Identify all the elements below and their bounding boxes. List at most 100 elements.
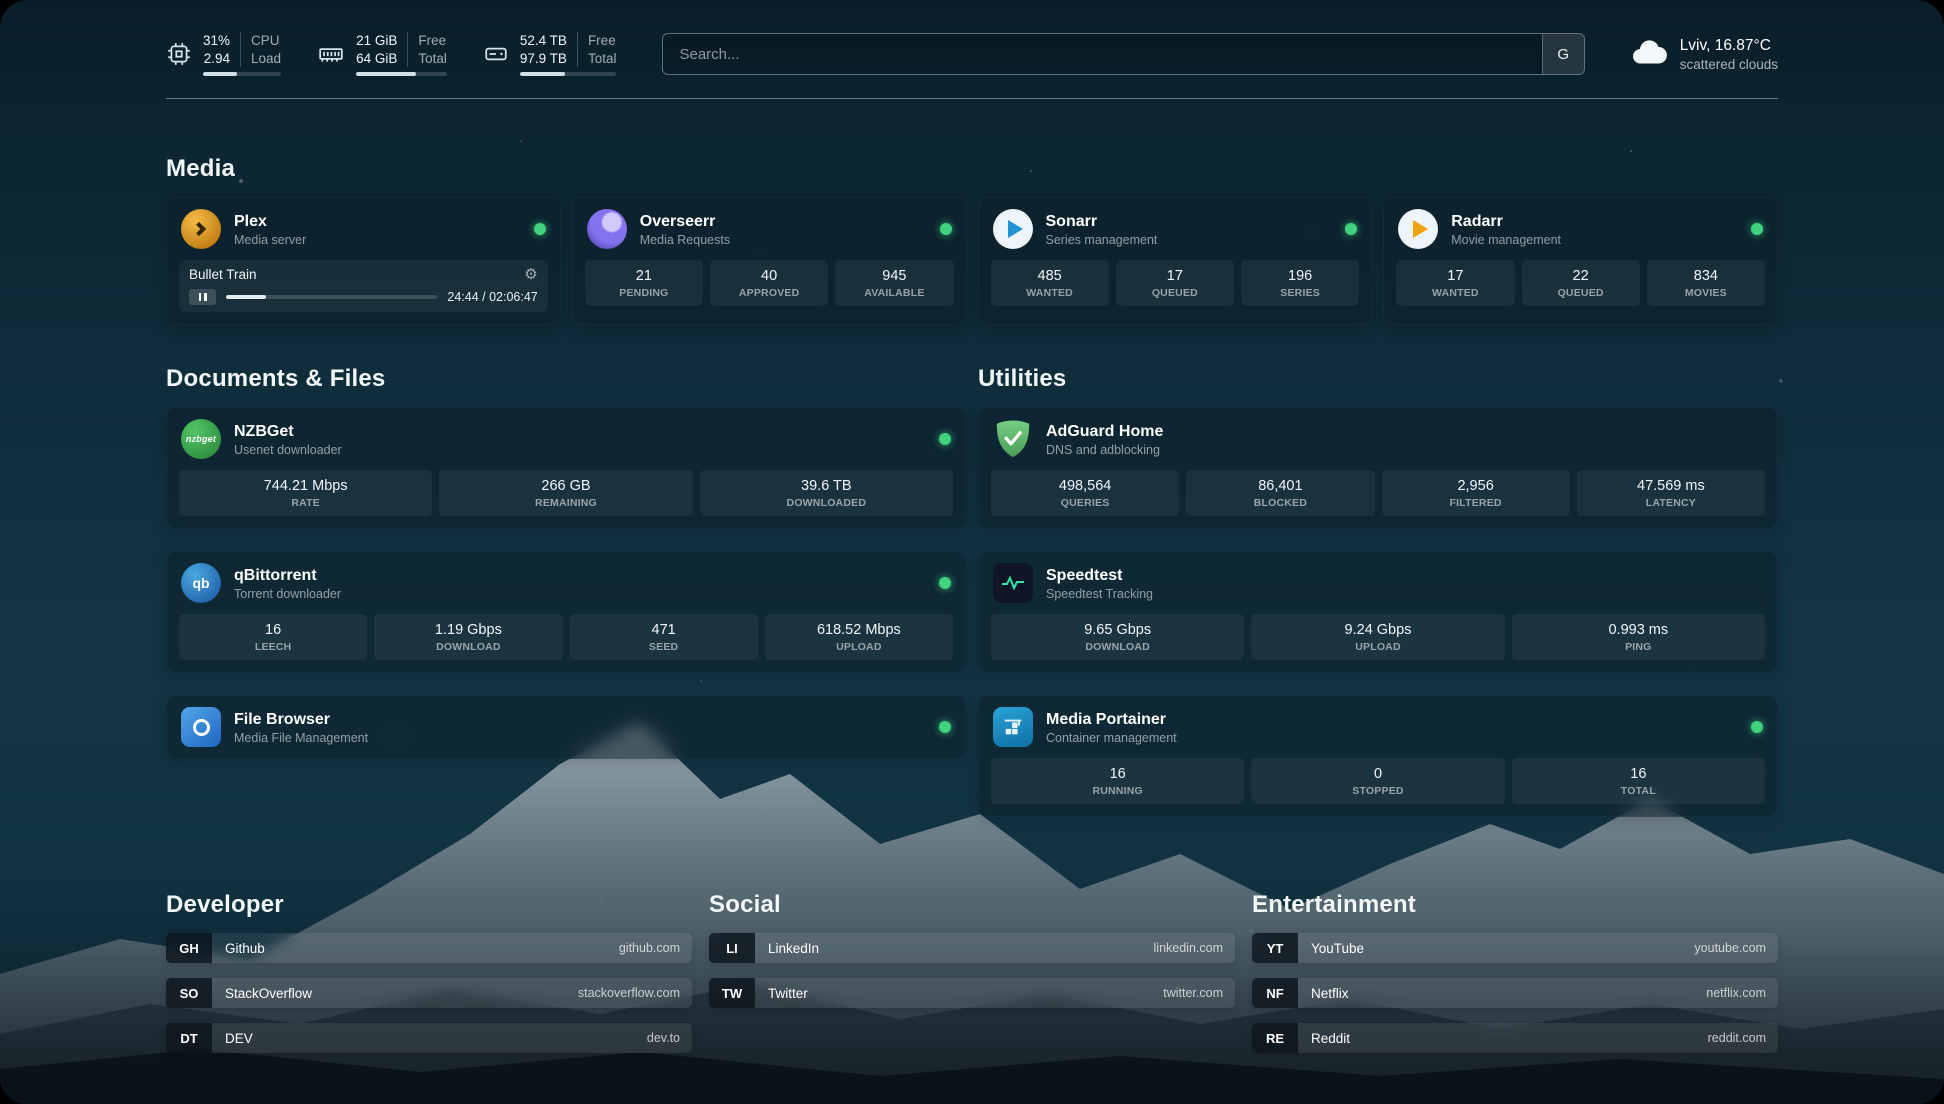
stat-movies: 834 MOVIES <box>1646 260 1765 307</box>
bookmark-name: StackOverflow <box>225 985 313 1001</box>
stat-value: 485 <box>1037 268 1062 285</box>
stat-value: 834 <box>1693 268 1718 285</box>
stat-value: 2,956 <box>1457 478 1494 495</box>
service-link-sonarr[interactable]: Sonarr Series management <box>979 198 1372 260</box>
speedtest-icon <box>993 563 1033 604</box>
bookmark-domain: reddit.com <box>1707 1031 1766 1046</box>
service-link-plex[interactable]: Plex Media server <box>167 198 560 260</box>
bookmark-stackoverflow[interactable]: SO StackOverflow stackoverflow.com <box>166 978 692 1009</box>
section-media: Media Plex Media server Bullet Tra <box>166 155 1778 326</box>
bookmark-dev[interactable]: DT DEV dev.to <box>166 1023 692 1054</box>
stat-wanted: 17 WANTED <box>1396 260 1515 307</box>
service-subtitle: Torrent downloader <box>234 586 342 601</box>
stat-value: 618.52 Mbps <box>816 622 901 639</box>
social-section-title: Social <box>709 891 781 919</box>
service-subtitle: Media Requests <box>639 232 731 247</box>
disk-total-value: 97.9 TB <box>519 50 567 66</box>
stat-latency: 47.569 ms LATENCY <box>1576 470 1765 517</box>
stat-label: UPLOAD <box>836 641 882 654</box>
now-playing-title: Bullet Train <box>189 267 257 283</box>
stat-label: STOPPED <box>1352 785 1404 798</box>
cpu-icon <box>166 41 192 67</box>
memory-widget: 21 GiB 64 GiB Free Total <box>317 32 447 77</box>
stat-label: LATENCY <box>1645 497 1696 510</box>
playback-progressbar[interactable] <box>226 295 438 300</box>
cpu-widget: 31% 2.94 CPU Load <box>166 32 282 77</box>
service-link-overseerr[interactable]: Overseerr Media Requests <box>573 198 966 260</box>
stat-value: 471 <box>651 622 676 639</box>
resource-widgets: 31% 2.94 CPU Load <box>166 32 617 77</box>
service-link-speedtest[interactable]: Speedtest Speedtest Tracking <box>979 552 1777 614</box>
bookmark-abbr: TW <box>709 978 755 1009</box>
disk-label-top: Free <box>587 33 616 48</box>
bookmark-abbr: DT <box>166 1023 212 1054</box>
bookmark-domain: youtube.com <box>1694 941 1766 956</box>
status-indicator <box>1345 223 1358 236</box>
service-card-plex: Plex Media server Bullet Train ⚙ <box>166 197 561 326</box>
plex-now-playing: Bullet Train ⚙ 24:44 / 02:06:47 <box>179 260 548 313</box>
stat-label: APPROVED <box>738 287 800 300</box>
service-link-filebrowser[interactable]: File Browser Media File Management <box>167 696 965 758</box>
stat-filtered: 2,956 FILTERED <box>1381 470 1570 517</box>
weather-condition: scattered clouds <box>1679 56 1778 72</box>
stat-label: QUERIES <box>1060 497 1110 510</box>
service-card-filebrowser: File Browser Media File Management <box>166 695 966 760</box>
stat-label: DOWNLOAD <box>436 641 501 654</box>
search-bar: G <box>662 33 1585 76</box>
stat-queries: 498,564 QUERIES <box>991 470 1180 517</box>
bookmark-name: Twitter <box>768 985 808 1001</box>
search-input[interactable] <box>663 34 1542 75</box>
stat-label: MOVIES <box>1684 287 1727 300</box>
stat-label: BLOCKED <box>1253 497 1308 510</box>
service-link-portainer[interactable]: Media Portainer Container management <box>979 696 1777 758</box>
stat-label: REMAINING <box>535 497 597 510</box>
stat-queued: 22 QUEUED <box>1521 260 1640 307</box>
memory-free-value: 21 GiB <box>356 33 398 48</box>
bookmark-netflix[interactable]: NF Netflix netflix.com <box>1252 978 1778 1009</box>
bookmark-name: Github <box>225 940 265 956</box>
service-link-radarr[interactable]: Radarr Movie management <box>1384 198 1777 260</box>
bookmark-twitter[interactable]: TW Twitter twitter.com <box>709 978 1235 1009</box>
stat-upload: 9.24 Gbps UPLOAD <box>1251 614 1505 661</box>
qbittorrent-icon: qb <box>181 563 221 604</box>
stat-value: 17 <box>1166 268 1183 285</box>
status-indicator <box>1751 721 1763 734</box>
cloud-icon <box>1631 38 1667 70</box>
bookmark-linkedin[interactable]: LI LinkedIn linkedin.com <box>709 933 1235 964</box>
stat-label: WANTED <box>1432 287 1479 300</box>
plex-icon <box>181 209 221 250</box>
gear-icon[interactable]: ⚙ <box>524 266 538 284</box>
service-link-nzbget[interactable]: nzbget NZBGet Usenet downloader <box>167 408 965 470</box>
bookmark-youtube[interactable]: YT YouTube youtube.com <box>1252 933 1778 964</box>
service-link-adguard[interactable]: AdGuard Home DNS and adblocking <box>979 408 1777 470</box>
radarr-icon <box>1398 209 1439 250</box>
service-name: AdGuard Home <box>1046 422 1164 440</box>
disk-label-bottom: Total <box>587 50 617 66</box>
cpu-load-value: 2.94 <box>203 50 231 66</box>
service-link-qbittorrent[interactable]: qb qBittorrent Torrent downloader <box>167 552 965 614</box>
service-name: NZBGet <box>234 422 294 440</box>
disk-widget: 52.4 TB 97.9 TB Free Total <box>483 32 617 77</box>
entertainment-section-title: Entertainment <box>1252 891 1416 919</box>
cpu-progressbar <box>203 72 282 77</box>
pause-button[interactable] <box>189 289 216 306</box>
playback-time: 24:44 / 02:06:47 <box>447 290 538 305</box>
weather-location: Lviv, 16.87°C <box>1679 36 1771 54</box>
service-subtitle: Media File Management <box>234 730 369 745</box>
bookmark-github[interactable]: GH Github github.com <box>166 933 692 964</box>
stat-upload: 618.52 Mbps UPLOAD <box>764 614 953 661</box>
stat-download: 1.19 Gbps DOWNLOAD <box>374 614 563 661</box>
bookmark-reddit[interactable]: RE Reddit reddit.com <box>1252 1023 1778 1054</box>
stat-value: 266 GB <box>541 478 591 495</box>
stat-label: RATE <box>291 497 320 510</box>
adguard-shield-icon <box>993 419 1033 459</box>
stat-value: 86,401 <box>1258 478 1303 495</box>
filebrowser-icon <box>181 707 221 748</box>
search-provider-button[interactable]: G <box>1541 34 1584 75</box>
stat-label: SERIES <box>1280 287 1320 300</box>
bookmark-domain: github.com <box>618 941 680 956</box>
stat-seed: 471 SEED <box>569 614 758 661</box>
memory-icon <box>317 41 345 67</box>
bookmark-domain: stackoverflow.com <box>577 986 680 1001</box>
